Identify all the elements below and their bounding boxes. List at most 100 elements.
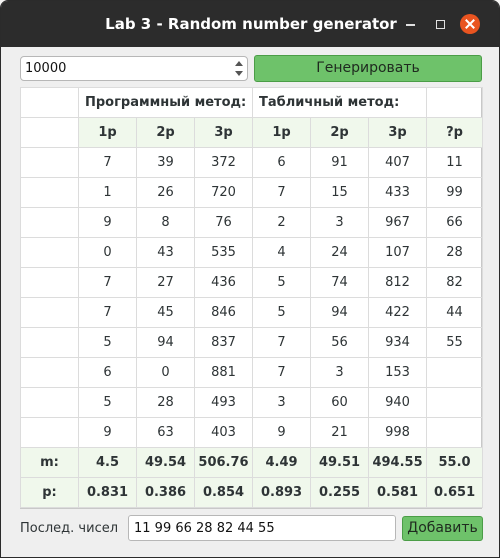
table-cell: 91: [310, 147, 370, 178]
table-cell: 94: [310, 297, 370, 328]
table-cell: 2: [252, 207, 312, 238]
table-cell: 99: [426, 177, 484, 208]
row-header: [20, 417, 79, 448]
table-cell: 7: [78, 297, 137, 328]
table-cell: 43: [136, 237, 195, 268]
table-cell: 3: [252, 387, 312, 418]
row-header: [20, 327, 79, 358]
table-cell: 153: [368, 357, 428, 388]
m-row-label: m:: [20, 447, 79, 478]
table-cell: 45: [136, 297, 195, 328]
table-cell: 998: [368, 417, 428, 448]
minimize-button[interactable]: [400, 14, 420, 34]
add-button[interactable]: Добавить: [402, 516, 483, 541]
table-cell: 9: [78, 417, 137, 448]
table-cell: 7: [252, 327, 312, 358]
table-cell: 3: [310, 207, 370, 238]
m-row-value: 49.54: [136, 447, 195, 478]
table-row: 9 8 76 2 3 967 66: [20, 207, 484, 238]
table-cell: 422: [368, 297, 428, 328]
table-cell: 5: [78, 387, 137, 418]
m-row-value: 55.0: [426, 447, 484, 478]
table-row: 6 0 881 7 3 153: [20, 357, 484, 388]
table-cell: [426, 417, 484, 448]
row-header: [20, 237, 79, 268]
column-header-row: 1р 2р 3р 1р 2р 3р ?р: [20, 117, 484, 148]
count-input[interactable]: [21, 57, 229, 80]
spin-up-icon[interactable]: [235, 61, 243, 66]
table-cell: 881: [193, 357, 254, 388]
generate-button[interactable]: Генерировать: [254, 55, 482, 82]
p-row-value: 0.386: [136, 477, 195, 508]
table-cell: 9: [252, 417, 312, 448]
close-button[interactable]: [460, 14, 480, 34]
row-header: [20, 297, 79, 328]
table-cell: 493: [193, 387, 254, 418]
table-cell: 720: [193, 177, 254, 208]
table-cell: 934: [368, 327, 428, 358]
row-header: [20, 357, 79, 388]
m-row-value: 494.55: [368, 447, 428, 478]
table-cell: 24: [310, 237, 370, 268]
spin-down-icon[interactable]: [235, 71, 243, 76]
table-cell: 5: [252, 297, 312, 328]
p-row-label: p:: [20, 477, 79, 508]
table-cell: 39: [136, 147, 195, 178]
column-header: 2р: [136, 117, 195, 148]
maximize-icon: [435, 19, 445, 29]
last-numbers-input[interactable]: [128, 515, 396, 541]
table-cell: 11: [426, 147, 484, 178]
table-row: 5 94 837 7 56 934 55: [20, 327, 484, 358]
tabular-method-header: Табличный метод:: [252, 87, 428, 118]
column-header: 2р: [310, 117, 370, 148]
results-table: Программный метод: Табличный метод: 1р 2р…: [20, 87, 484, 509]
table-cell: 5: [252, 267, 312, 298]
table-cell: 7: [252, 357, 312, 388]
row-header: [20, 207, 79, 238]
programmatic-method-header: Программный метод:: [77, 87, 254, 118]
table-cell: 6: [252, 147, 312, 178]
p-row-value: 0.651: [426, 477, 484, 508]
table-cell: 55: [426, 327, 484, 358]
table-row: 9 63 403 9 21 998: [20, 417, 484, 448]
table-cell: 26: [136, 177, 195, 208]
table-row: 7 27 436 5 74 812 82: [20, 267, 484, 298]
table-cell: 372: [193, 147, 254, 178]
title-bar[interactable]: Lab 3 - Random number generator: [1, 1, 499, 47]
row-header: [20, 267, 79, 298]
column-header: 3р: [368, 117, 428, 148]
table-cell: 7: [78, 267, 137, 298]
results-grid: Программный метод: Табличный метод: 1р 2р…: [20, 87, 484, 508]
table-row: 5 28 493 3 60 940: [20, 387, 484, 418]
m-row-value: 506.76: [193, 447, 254, 478]
table-cell: 74: [310, 267, 370, 298]
table-cell: 8: [136, 207, 195, 238]
table-cell: 76: [193, 207, 254, 238]
table-cell: 436: [193, 267, 254, 298]
p-row-value: 0.831: [78, 477, 137, 508]
table-cell: 63: [136, 417, 195, 448]
maximize-button[interactable]: [430, 14, 450, 34]
p-row-value: 0.854: [193, 477, 254, 508]
table-cell: 812: [368, 267, 428, 298]
table-cell: [426, 357, 484, 388]
row-header: [20, 177, 79, 208]
column-header: 1р: [78, 117, 137, 148]
table-cell: 4: [252, 237, 312, 268]
table-cell: 9: [78, 207, 137, 238]
minimize-icon: [405, 24, 415, 26]
table-cell: 60: [310, 387, 370, 418]
table-cell: 0: [78, 237, 137, 268]
table-row: 1 26 720 7 15 433 99: [20, 177, 484, 208]
table-row: 7 39 372 6 91 407 11: [20, 147, 484, 178]
row-header-blank: [20, 117, 79, 148]
table-cell: 433: [368, 177, 428, 208]
table-body: Программный метод: Табличный метод: 1р 2р…: [20, 87, 484, 508]
table-cell: 27: [136, 267, 195, 298]
column-header: 3р: [193, 117, 254, 148]
p-row-value: 0.581: [368, 477, 428, 508]
m-row-value: 49.51: [310, 447, 370, 478]
p-row: p: 0.831 0.386 0.854 0.893 0.255 0.581 0.651: [20, 477, 484, 508]
last-numbers-label: Послед. чисел: [20, 521, 119, 536]
